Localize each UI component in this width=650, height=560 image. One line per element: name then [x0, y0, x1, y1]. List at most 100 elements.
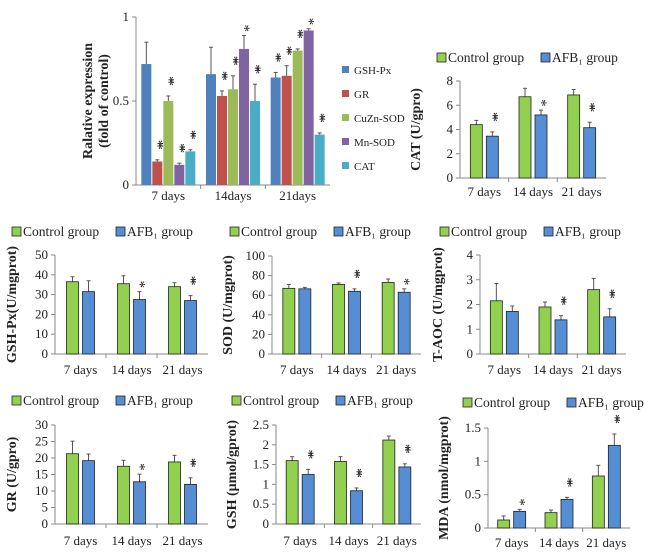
chart-panel: 0 1 2 3 4 7 days 14 days 21 days T-AOC (U/mgprot…	[431, 224, 626, 377]
x-tick-label: 21 days	[582, 362, 622, 377]
y-axis-label: GSH-Px(U/mgprot)	[5, 246, 20, 364]
chart-panel: 0 0.5 1 7 days 14days 21days Ralative expressi…	[81, 9, 405, 203]
significance-marker: *	[236, 24, 252, 31]
bar	[285, 460, 299, 525]
legend-swatch	[566, 397, 577, 408]
x-tick-label: 7 days	[495, 535, 529, 550]
y-tick-label: 1.5	[253, 457, 269, 472]
y-tick-label: 0	[123, 177, 130, 192]
y-tick-label: 20	[35, 450, 48, 465]
significance-marker: **	[290, 29, 306, 38]
bar	[567, 94, 581, 179]
x-tick-label: 21 days	[162, 533, 202, 548]
bar	[206, 74, 216, 185]
legend-label: Control group	[241, 224, 317, 239]
significance-marker: **	[279, 46, 295, 56]
bar	[82, 460, 95, 525]
y-axis-label: GR (U/gpro)	[5, 436, 20, 512]
legend-swatch	[11, 226, 22, 237]
legend-label: Control group	[23, 393, 99, 408]
significance-marker: **	[349, 468, 365, 478]
bar	[534, 114, 548, 179]
bar	[174, 164, 185, 185]
significance-marker: **	[397, 444, 413, 454]
legend-swatch	[11, 395, 22, 406]
y-tick-label: 0	[467, 346, 474, 361]
significance-marker: **	[300, 449, 316, 459]
legend-swatch	[342, 138, 349, 145]
y-tick-label: 20	[252, 326, 265, 341]
y-tick-label: 0.5	[113, 93, 129, 108]
y-tick-label: 8	[447, 73, 454, 88]
legend-swatch	[439, 226, 450, 237]
significance-marker: **	[582, 102, 598, 112]
bar	[184, 300, 197, 355]
significance-marker: **	[214, 71, 230, 81]
x-tick-label: 7 days	[64, 362, 98, 377]
y-tick-label: 1	[123, 9, 130, 24]
y-tick-label: 40	[252, 307, 265, 322]
y-tick-label: 30	[35, 417, 48, 432]
y-tick-label: 2	[263, 437, 270, 452]
y-tick-label: 25	[35, 434, 48, 449]
y-tick-label: 0	[447, 170, 454, 185]
bar	[485, 135, 499, 179]
legend-swatch	[333, 226, 344, 237]
y-tick-label: 30	[35, 287, 48, 302]
x-tick-label: 14 days	[111, 362, 151, 377]
y-tick-label: 15	[35, 467, 48, 482]
significance-marker: **	[606, 414, 622, 424]
y-tick-label: 1	[467, 321, 474, 336]
y-tick-label: 20	[35, 306, 48, 321]
bar	[270, 77, 281, 185]
y-tick-label: 0	[259, 346, 266, 361]
bar	[250, 101, 260, 185]
chart-panel: 0 20 40 60 80 100 7 days 14 days 21 days SOD (U/m…	[221, 224, 421, 377]
bar	[303, 30, 314, 185]
bar	[168, 461, 181, 525]
legend-swatch	[436, 52, 447, 63]
x-tick-label: 21 days	[586, 535, 626, 550]
y-tick-label: 50	[35, 247, 48, 262]
significance-marker: **	[183, 276, 199, 286]
bar	[397, 291, 411, 355]
legend-swatch	[342, 162, 349, 169]
y-tick-label: 0.5	[465, 487, 481, 502]
x-tick-label: 21 days	[162, 362, 202, 377]
y-tick-label: 2	[447, 146, 454, 161]
legend-label: CAT	[354, 161, 375, 173]
bar	[133, 299, 146, 355]
x-tick-label: 14 days	[539, 535, 579, 550]
bar	[185, 151, 196, 185]
y-tick-label: 1.5	[465, 420, 481, 435]
y-tick-label: 10	[35, 326, 48, 341]
bar	[281, 75, 292, 185]
x-tick-label: 14 days	[328, 533, 368, 548]
x-tick-label: 14 days	[111, 533, 151, 548]
legend-label: Control group	[451, 224, 527, 239]
bar	[282, 287, 296, 355]
x-tick-label: 21 days	[562, 184, 602, 199]
significance-marker: *	[132, 463, 148, 470]
bar	[489, 300, 503, 355]
bar	[518, 96, 532, 179]
bar	[350, 490, 363, 525]
y-axis-label: GSH (μmol/gprot)	[225, 420, 240, 530]
y-tick-label: 80	[252, 268, 265, 283]
x-tick-label: 14days	[215, 188, 252, 203]
y-axis-label: T-AOC (U/mgprot)	[431, 247, 446, 362]
y-tick-label: 6	[447, 97, 454, 112]
y-axis-label-line2: (fold of control)	[97, 54, 112, 148]
legend-label: GSH-Px	[354, 65, 392, 77]
legend-swatch	[342, 66, 349, 73]
legend-swatch	[342, 90, 349, 97]
significance-marker: **	[484, 112, 500, 122]
legend-swatch	[115, 395, 126, 406]
legend-swatch	[231, 395, 242, 406]
legend-swatch	[115, 226, 126, 237]
bar	[314, 134, 325, 185]
bar	[168, 286, 181, 355]
